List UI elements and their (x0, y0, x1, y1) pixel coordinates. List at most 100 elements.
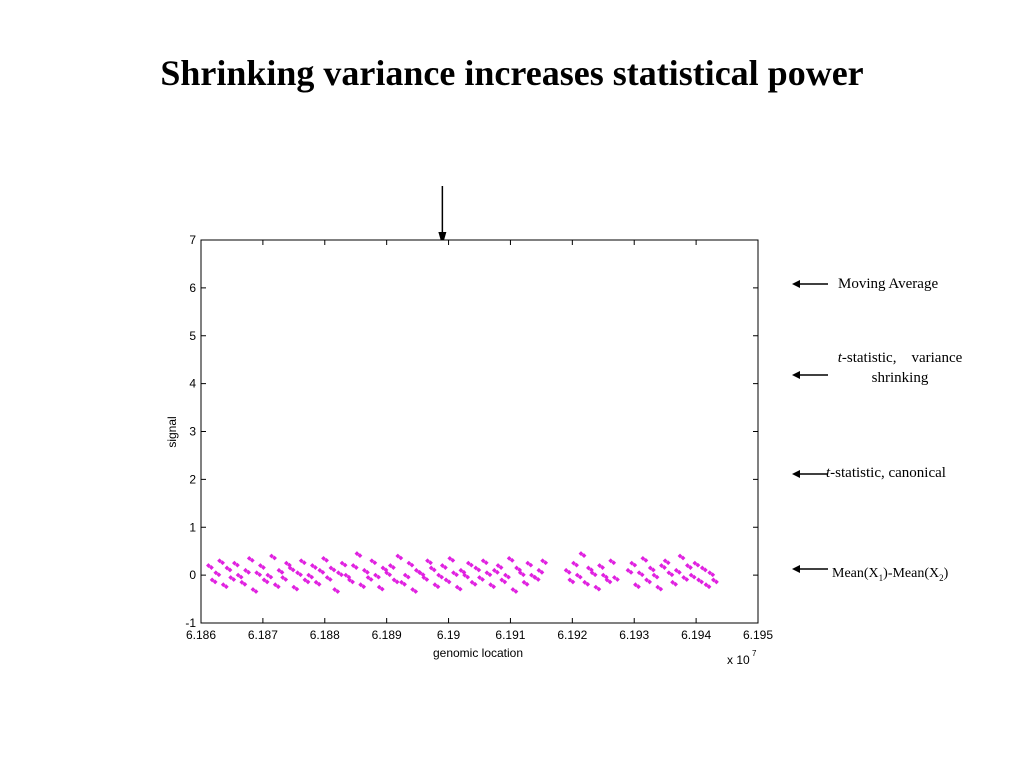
data-point (685, 563, 690, 568)
data-point (692, 560, 698, 566)
data-point (665, 560, 671, 566)
data-point (611, 560, 617, 566)
data-point (597, 563, 602, 568)
data-point (524, 581, 530, 587)
annotation-mean-difference: Mean(X1)-Mean(X2) (832, 566, 949, 583)
data-point (662, 565, 667, 570)
y-tick-label: 5 (189, 329, 196, 343)
data-point (680, 555, 686, 561)
data-point (699, 579, 704, 585)
data-point (662, 558, 668, 564)
x-tick-label: 6.191 (495, 628, 525, 642)
data-point (670, 579, 675, 585)
data-point (571, 560, 576, 566)
data-point (669, 572, 675, 578)
data-point (514, 565, 520, 571)
annotation-t-canonical: t-statistic, canonical (826, 465, 946, 481)
plot-area (200, 239, 759, 624)
slide-title: Shrinking variance increases statistical… (160, 53, 864, 93)
data-point (540, 558, 546, 564)
x-tick-label: 6.189 (372, 628, 402, 642)
data-point (636, 584, 641, 590)
data-point (510, 587, 516, 592)
data-point (707, 570, 713, 576)
data-point (666, 570, 672, 576)
data-point (563, 567, 569, 573)
arrow-left-icon (792, 371, 828, 379)
y-tick-label: 1 (189, 520, 196, 534)
data-point (673, 567, 679, 573)
data-point (655, 584, 661, 590)
data-point (695, 562, 701, 568)
data-point (577, 574, 583, 580)
marker-arrow-head (438, 232, 447, 246)
data-point (681, 575, 687, 580)
data-point (600, 572, 606, 578)
data-point (520, 572, 526, 578)
data-point (535, 577, 541, 582)
data-point (699, 565, 705, 571)
data-point (647, 579, 653, 585)
data-point (714, 579, 719, 585)
annotation-t-shrinking: t-statistic, variance shrinking (820, 348, 980, 388)
data-point (688, 565, 693, 570)
annotation-t-shrinking-line1: t-statistic, variance (837, 350, 963, 366)
annotation-t-shrinking-line2: shrinking (871, 370, 929, 386)
data-point (651, 572, 657, 578)
data-point (691, 574, 697, 580)
data-point (570, 579, 576, 585)
x-multiplier-exponent: 7 (752, 649, 757, 658)
data-point (395, 553, 401, 559)
data-point (647, 565, 653, 571)
data-point (604, 577, 610, 583)
axis-ticks: 6.186 6.187 6.188 6.189 6.19 6.191 6.192 6.193 6… (185, 233, 773, 642)
data-point (711, 577, 716, 583)
data-point (261, 577, 267, 583)
x-tick-label: 6.194 (681, 628, 711, 642)
data-point (528, 562, 534, 568)
y-tick-label: 4 (189, 377, 196, 391)
data-point (636, 570, 642, 576)
x-tick-label: 6.19 (437, 628, 461, 642)
y-tick-label: 7 (189, 233, 196, 247)
data-point (612, 575, 617, 580)
data-point (702, 567, 708, 573)
data-point (581, 553, 587, 558)
data-point (632, 562, 638, 568)
data-point (633, 582, 638, 588)
data-point (499, 577, 505, 583)
data-point (253, 589, 259, 594)
data-point (529, 572, 534, 578)
annotation-moving-average: Moving Average (838, 276, 939, 292)
data-point (592, 572, 598, 578)
data-point (696, 577, 701, 583)
x-tick-label: 6.188 (310, 628, 340, 642)
data-point (578, 551, 584, 556)
data-point (615, 577, 620, 582)
data-point (567, 577, 573, 583)
data-point (272, 555, 277, 561)
data-point (706, 584, 712, 590)
data-point (574, 562, 579, 568)
data-point (585, 581, 591, 587)
y-tick-label: 0 (189, 568, 196, 582)
data-point (593, 584, 599, 590)
data-point (586, 565, 591, 571)
data-point (654, 574, 660, 580)
x-tick-label: 6.195 (743, 628, 773, 642)
data-point (582, 579, 588, 585)
y-axis-label: signal (165, 416, 179, 447)
data-point (658, 586, 664, 592)
data-point (659, 563, 664, 568)
data-point (608, 558, 614, 564)
y-tick-label: 3 (189, 425, 196, 439)
data-point (644, 577, 650, 583)
data-point (380, 565, 386, 571)
data-point (640, 555, 646, 561)
data-point (543, 560, 549, 566)
arrow-left-icon (792, 280, 828, 288)
y-tick-label: -1 (185, 616, 196, 630)
data-point (676, 569, 682, 575)
data-point (684, 577, 690, 582)
